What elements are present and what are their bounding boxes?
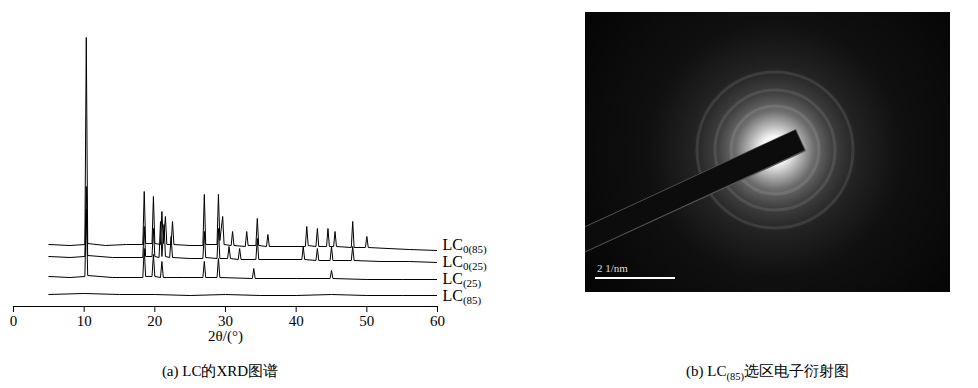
svg-text:50: 50	[359, 313, 374, 329]
svg-text:2 1/nm: 2 1/nm	[597, 262, 628, 274]
svg-text:LC0(85): LC0(85)	[442, 235, 487, 256]
svg-text:LC(85): LC(85)	[443, 287, 482, 308]
html-text:(b) LC(85)选区电子衍射图: (b) LC(85)选区电子衍射图	[686, 363, 849, 382]
svg-text:60: 60	[430, 313, 445, 329]
svg-text:20: 20	[147, 313, 162, 329]
svg-text:10: 10	[77, 313, 92, 329]
svg-text:2θ/(°): 2θ/(°)	[208, 328, 243, 345]
svg-text:LC0(25): LC0(25)	[442, 252, 487, 273]
svg-text:40: 40	[289, 313, 304, 329]
svg-text:0: 0	[10, 313, 18, 329]
svg-text:LC(25): LC(25)	[442, 269, 482, 290]
svg-text:30: 30	[218, 313, 233, 330]
html-text:(a) LC的XRD图谱: (a) LC的XRD图谱	[161, 363, 279, 379]
